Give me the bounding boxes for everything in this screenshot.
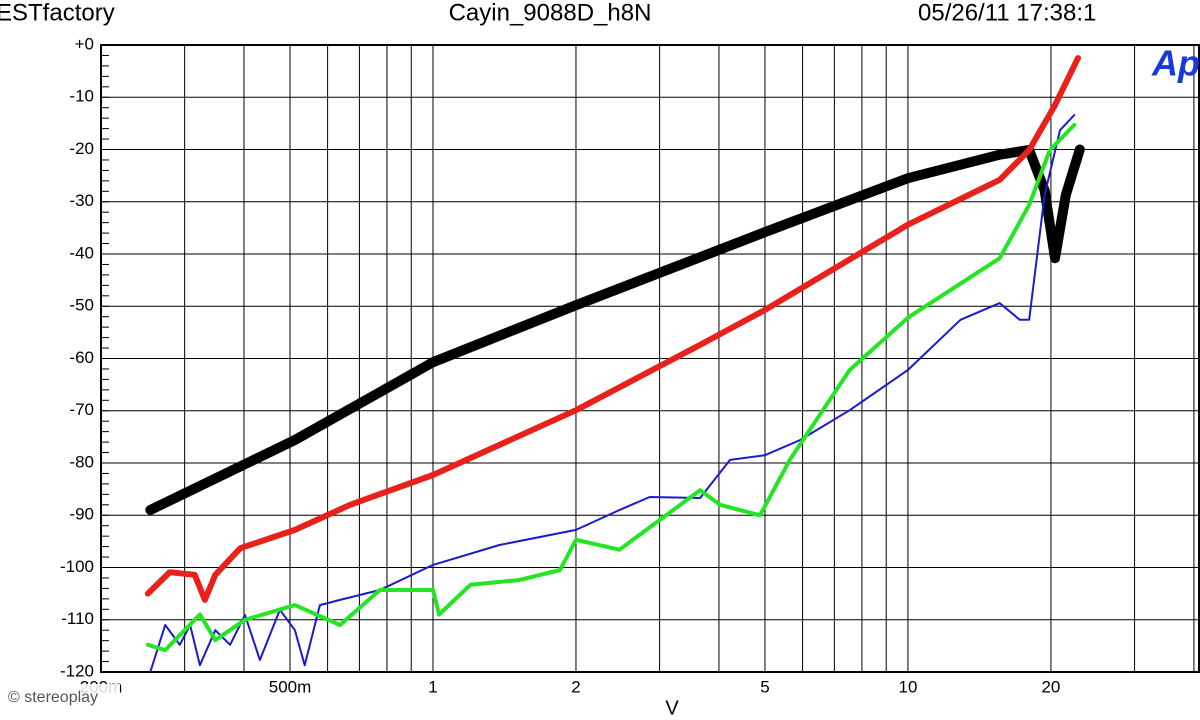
y-tick-label: -20 bbox=[69, 139, 94, 158]
watermark-bg bbox=[0, 684, 120, 712]
y-tick-label: -100 bbox=[60, 557, 94, 576]
series-line bbox=[144, 55, 1081, 603]
x-tick-label: 500m bbox=[269, 677, 312, 696]
y-tick-label: -60 bbox=[69, 348, 94, 367]
y-tick-label: -70 bbox=[69, 400, 94, 419]
x-tick-label: 10 bbox=[898, 677, 917, 696]
y-tick-label: -30 bbox=[69, 191, 94, 210]
y-tick-label: -80 bbox=[69, 452, 94, 471]
x-axis-label: V bbox=[665, 697, 679, 719]
y-tick-label: -90 bbox=[69, 505, 94, 524]
watermark: © stereoplay bbox=[8, 689, 98, 706]
logo: Ap bbox=[1151, 43, 1200, 84]
x-tick-label: 2 bbox=[571, 677, 580, 696]
y-tick-label: -120 bbox=[60, 661, 94, 680]
x-tick-label: 5 bbox=[760, 677, 769, 696]
y-tick-label: -110 bbox=[61, 609, 94, 628]
y-tick-label: +0 bbox=[75, 34, 94, 53]
header-left: ESTfactory bbox=[0, 0, 115, 26]
chart-title: Cayin_9088D_h8N bbox=[449, 0, 652, 26]
header-right: 05/26/11 17:38:1 bbox=[918, 0, 1096, 26]
x-tick-label: 1 bbox=[428, 677, 437, 696]
y-tick-label: -10 bbox=[69, 87, 94, 106]
series-line bbox=[145, 122, 1077, 653]
y-tick-label: -50 bbox=[69, 296, 94, 315]
plot-frame bbox=[100, 44, 1200, 673]
x-tick-label: 20 bbox=[1041, 677, 1060, 696]
series-line bbox=[145, 144, 1085, 515]
y-tick-label: -40 bbox=[69, 243, 94, 262]
